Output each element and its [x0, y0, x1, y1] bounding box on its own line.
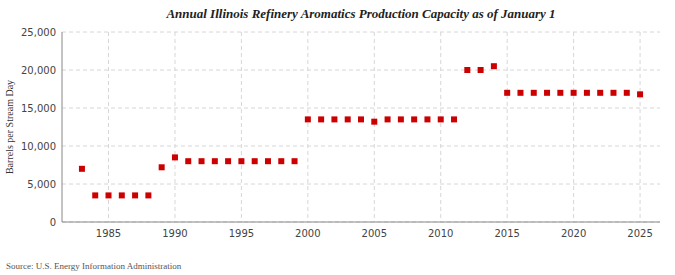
point — [610, 90, 616, 96]
grid-line — [62, 222, 660, 223]
tick-label: 2025 — [627, 228, 652, 239]
grid-line — [573, 32, 574, 222]
point — [159, 164, 165, 170]
point — [212, 158, 218, 164]
grid-line — [62, 70, 660, 71]
grid-line — [62, 32, 660, 33]
grid-line — [374, 32, 375, 222]
grid-line — [174, 32, 175, 222]
point — [557, 90, 563, 96]
point — [637, 91, 643, 97]
y-axis-line — [62, 32, 63, 222]
point — [252, 158, 258, 164]
point — [411, 116, 417, 122]
grid-line — [640, 32, 641, 222]
grid-line — [62, 184, 660, 185]
tick-label: 2005 — [362, 228, 387, 239]
point — [132, 192, 138, 198]
points — [79, 63, 643, 198]
grid-line — [241, 32, 242, 222]
grid — [62, 32, 660, 222]
tick-label: 2010 — [428, 228, 453, 239]
point — [358, 116, 364, 122]
point — [305, 116, 311, 122]
point — [145, 192, 151, 198]
point — [584, 90, 590, 96]
point — [544, 90, 550, 96]
grid-line — [62, 108, 660, 109]
point — [371, 119, 377, 125]
point — [464, 67, 470, 73]
tick-label: 0 — [50, 217, 56, 228]
tick-label: 10,000 — [21, 141, 56, 152]
tick-label: 2020 — [561, 228, 586, 239]
point — [292, 158, 298, 164]
grid-line — [507, 32, 508, 222]
point — [265, 158, 271, 164]
point — [119, 192, 125, 198]
tick-label: 1990 — [162, 228, 187, 239]
point — [424, 116, 430, 122]
point — [172, 154, 178, 160]
point — [517, 90, 523, 96]
point — [106, 192, 112, 198]
point — [278, 158, 284, 164]
point — [438, 116, 444, 122]
tick-label: 1995 — [229, 228, 254, 239]
grid-line — [62, 146, 660, 147]
point — [92, 192, 98, 198]
point — [571, 90, 577, 96]
grid-line — [307, 32, 308, 222]
tick-label: 15,000 — [21, 103, 56, 114]
point — [531, 90, 537, 96]
tick-label: 2015 — [494, 228, 519, 239]
point — [398, 116, 404, 122]
title: Annual Illinois Refinery Aromatics Produ… — [165, 6, 555, 21]
point — [318, 116, 324, 122]
point — [185, 158, 191, 164]
point — [451, 116, 457, 122]
grid-line — [440, 32, 441, 222]
tick-label: 5,000 — [27, 179, 56, 190]
tick-label: 2000 — [295, 228, 320, 239]
tick-label: 1985 — [96, 228, 121, 239]
x-axis-line — [62, 222, 660, 223]
axis-label: Barrels per Stream Day — [4, 80, 15, 174]
tick-label: 25,000 — [21, 27, 56, 38]
chart: Annual Illinois Refinery Aromatics Produ… — [0, 0, 675, 275]
tick-label: 20,000 — [21, 65, 56, 76]
point — [238, 158, 244, 164]
point — [331, 116, 337, 122]
point — [624, 90, 630, 96]
point — [478, 67, 484, 73]
annotation: Source: U.S. Energy Information Administ… — [6, 261, 182, 271]
point — [345, 116, 351, 122]
point — [504, 90, 510, 96]
point — [385, 116, 391, 122]
point — [79, 166, 85, 172]
point — [199, 158, 205, 164]
point — [491, 63, 497, 69]
point — [597, 90, 603, 96]
point — [225, 158, 231, 164]
